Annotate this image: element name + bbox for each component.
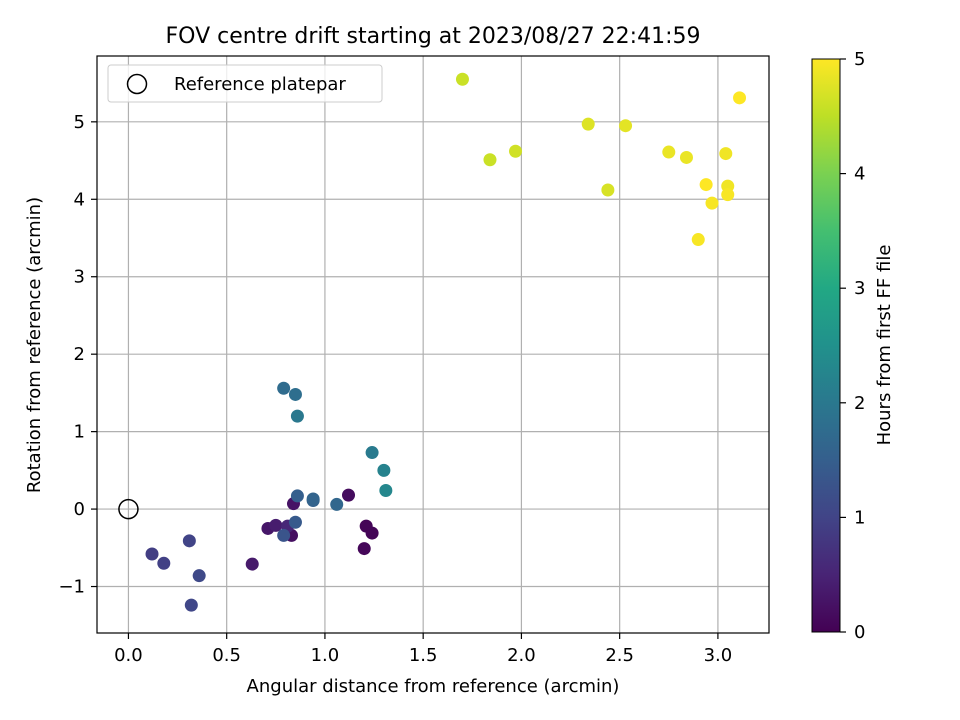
- legend-entry-reference: Reference platepar: [174, 74, 346, 95]
- data-point: [691, 233, 705, 247]
- x-tick-label: 2.5: [605, 645, 634, 666]
- colorbar-tick-label: 2: [854, 393, 865, 414]
- colorbar-label: Hours from first FF file: [874, 245, 895, 446]
- data-point: [733, 91, 747, 105]
- data-point: [365, 526, 379, 540]
- colorbar-tick-label: 3: [854, 278, 865, 299]
- data-point: [157, 556, 171, 570]
- data-point: [288, 515, 302, 529]
- data-point: [145, 547, 159, 561]
- legend: Reference platepar: [107, 64, 383, 103]
- x-tick-label: 3.0: [704, 645, 733, 666]
- data-point: [483, 153, 497, 167]
- y-tick-label: 4: [74, 189, 85, 210]
- x-tick-label: 1.0: [311, 645, 340, 666]
- grid: [97, 56, 769, 633]
- y-axis-label: Rotation from reference (arcmin): [24, 197, 45, 493]
- colorbar-gradient: [811, 58, 841, 633]
- chart-title: FOV centre drift starting at 2023/08/27 …: [166, 24, 701, 49]
- data-point: [509, 144, 523, 158]
- data-points: [118, 72, 747, 612]
- data-point: [455, 72, 469, 86]
- data-point: [601, 183, 615, 197]
- x-tick-label: 1.5: [409, 645, 438, 666]
- data-point: [330, 497, 344, 511]
- legend-box: [107, 64, 383, 103]
- x-axis-label: Angular distance from reference (arcmin): [247, 676, 620, 697]
- data-point: [679, 150, 693, 164]
- x-tick-label: 0.0: [114, 645, 143, 666]
- data-point: [182, 534, 196, 548]
- y-tick-label: −1: [58, 577, 85, 598]
- data-point: [619, 119, 633, 133]
- x-tick-label: 0.5: [212, 645, 241, 666]
- y-tick-label: 0: [74, 499, 85, 520]
- data-point: [705, 196, 719, 210]
- colorbar-tick-label: 4: [854, 164, 865, 185]
- colorbar-ticks: 0 1 2 3 4 5: [840, 49, 865, 643]
- data-point: [662, 145, 676, 159]
- data-point: [379, 483, 393, 497]
- y-tick-label: 5: [74, 112, 85, 133]
- data-point: [377, 463, 391, 477]
- data-point: [184, 598, 198, 612]
- data-point: [342, 488, 356, 502]
- x-tick-label: 2.0: [507, 645, 536, 666]
- y-tick-label: 3: [74, 267, 85, 288]
- colorbar-tick-label: 0: [854, 622, 865, 643]
- data-point: [290, 489, 304, 503]
- y-tick-label: 1: [74, 422, 85, 443]
- reference-marker-icon: [118, 498, 139, 520]
- data-point: [721, 188, 735, 202]
- data-point: [581, 117, 595, 131]
- data-point: [269, 518, 283, 532]
- data-point: [357, 542, 371, 556]
- data-point: [288, 387, 302, 401]
- plot-frame: [96, 55, 770, 634]
- data-point: [245, 557, 259, 571]
- colorbar-tick-label: 5: [854, 49, 865, 70]
- data-point: [277, 528, 291, 542]
- data-point: [365, 446, 379, 460]
- colorbar-tick-label: 1: [854, 507, 865, 528]
- data-point: [290, 409, 304, 423]
- data-point: [277, 381, 291, 395]
- axis-ticks: 0.0 0.5 1.0 1.5 2.0 2.5 3.0 −1 0 1 2 3 4 5: [58, 112, 732, 666]
- data-point: [699, 178, 713, 192]
- colorbar: 0 1 2 3 4 5 Hours from first FF file: [811, 49, 895, 643]
- legend-marker-icon: [126, 73, 148, 95]
- data-point: [192, 569, 206, 583]
- data-point: [306, 492, 320, 506]
- data-point: [719, 147, 733, 161]
- y-tick-label: 2: [74, 344, 85, 365]
